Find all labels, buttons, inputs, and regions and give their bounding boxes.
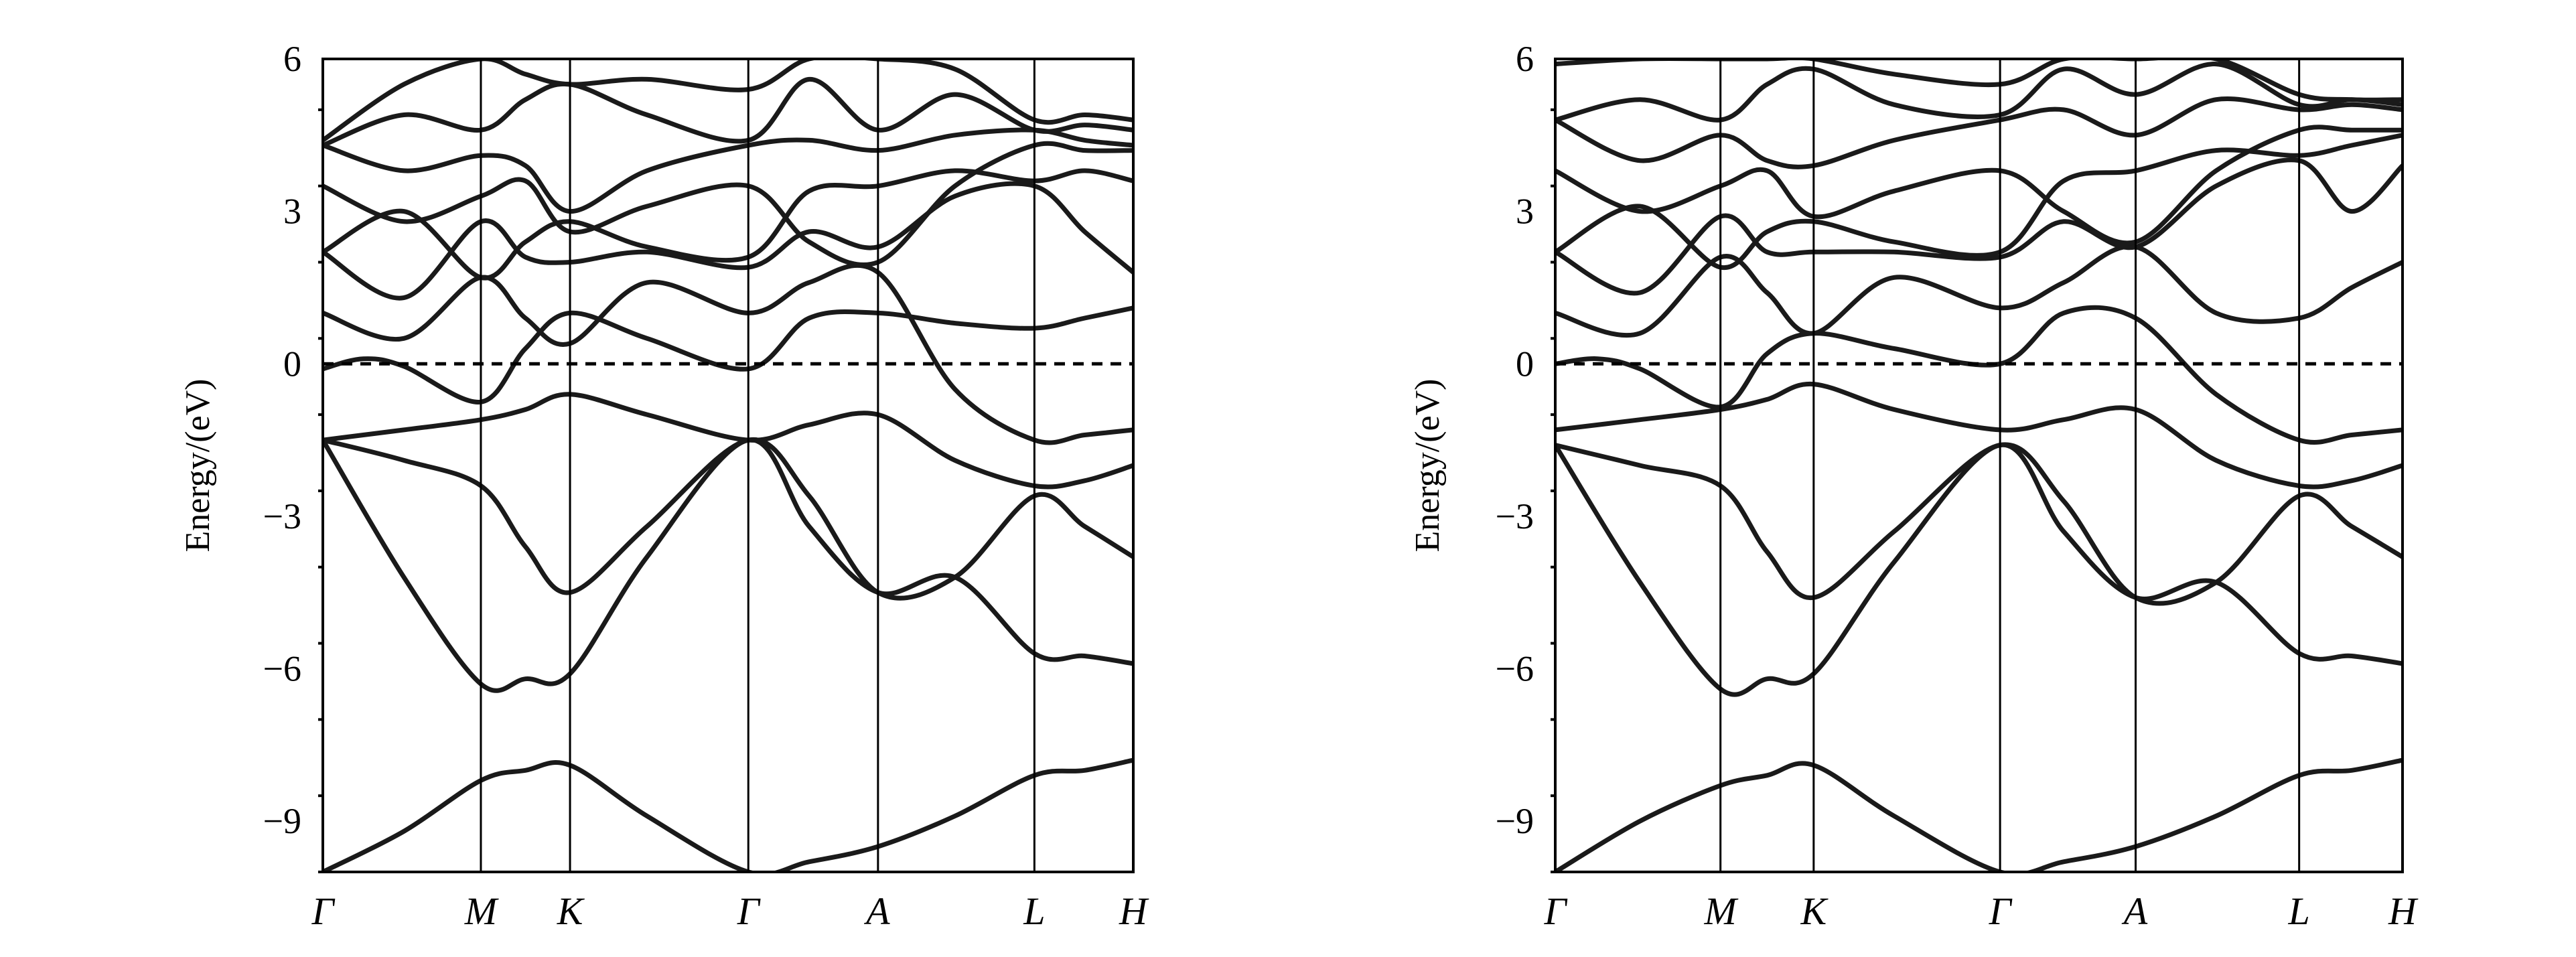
plot-frame — [321, 58, 1135, 873]
band-line-1 — [1555, 757, 2403, 872]
band-line-8 — [1555, 133, 2403, 271]
y-axis-label: Energy/(eV) — [179, 379, 217, 553]
band-line-4 — [1555, 382, 2403, 490]
band-line-9 — [1555, 125, 2403, 246]
band-line-5 — [323, 305, 1133, 404]
kpoint-label: L — [2288, 889, 2310, 933]
kpoint-label: H — [1119, 889, 1149, 933]
kpoint-label: M — [1704, 889, 1739, 933]
y-tick-label: −3 — [1496, 496, 1534, 536]
y-tick-label: −9 — [263, 801, 301, 841]
band-line-3 — [1555, 442, 2403, 606]
band-lines — [1555, 59, 2403, 872]
y-tick-label: −9 — [1496, 801, 1534, 841]
band-line-7 — [1555, 157, 2403, 296]
band-line-3 — [323, 437, 1133, 601]
band-line-8 — [323, 168, 1133, 281]
kpoint-label: L — [1023, 889, 1045, 933]
band-lines — [323, 59, 1133, 872]
band-panel-right: 6 3 0 −3 −6 −9 Energy/(eV) Γ M K Γ A L H — [1409, 39, 2419, 933]
kpoint-label: Γ — [311, 889, 336, 933]
kpoint-label: A — [863, 889, 890, 933]
y-tick-label: −6 — [263, 649, 301, 689]
y-tick-label: 0 — [1516, 344, 1534, 384]
y-tick-label: 6 — [283, 39, 301, 79]
kpoint-label: K — [1800, 889, 1829, 933]
band-line-10 — [323, 127, 1133, 214]
band-line-11 — [1555, 62, 2403, 123]
band-line-12 — [323, 59, 1133, 143]
y-tick-label: 3 — [1516, 192, 1534, 232]
band-line-2 — [1555, 443, 2403, 697]
band-line-7 — [323, 181, 1133, 301]
y-tick-label: 3 — [283, 192, 301, 232]
kpoint-label: Γ — [1544, 889, 1568, 933]
band-line-4 — [323, 392, 1133, 490]
band-line-10 — [1555, 96, 2403, 169]
y-tick-label: −6 — [1496, 649, 1534, 689]
kpoint-label: K — [557, 889, 585, 933]
y-tick-label: −3 — [263, 496, 301, 536]
y-axis-label: Energy/(eV) — [1409, 379, 1447, 553]
band-line-6 — [323, 263, 1133, 445]
kpoint-label: H — [2388, 889, 2419, 933]
kpoint-label: Γ — [737, 889, 761, 933]
plot-frame — [1554, 58, 2404, 873]
band-line-1 — [323, 757, 1133, 872]
band-line-6 — [1555, 244, 2403, 338]
kpoint-label: M — [464, 889, 499, 933]
y-tick-label: 6 — [1516, 39, 1534, 79]
band-line-5 — [1555, 305, 2403, 445]
kpoint-label: Γ — [1989, 889, 2013, 933]
y-tick-label: 0 — [283, 344, 301, 384]
kpoint-label: A — [2121, 889, 2148, 933]
band-panel-left: 6 3 0 −3 −6 −9 Energy/(eV) Γ M K Γ A L H — [179, 39, 1149, 933]
band-line-2 — [323, 437, 1133, 693]
